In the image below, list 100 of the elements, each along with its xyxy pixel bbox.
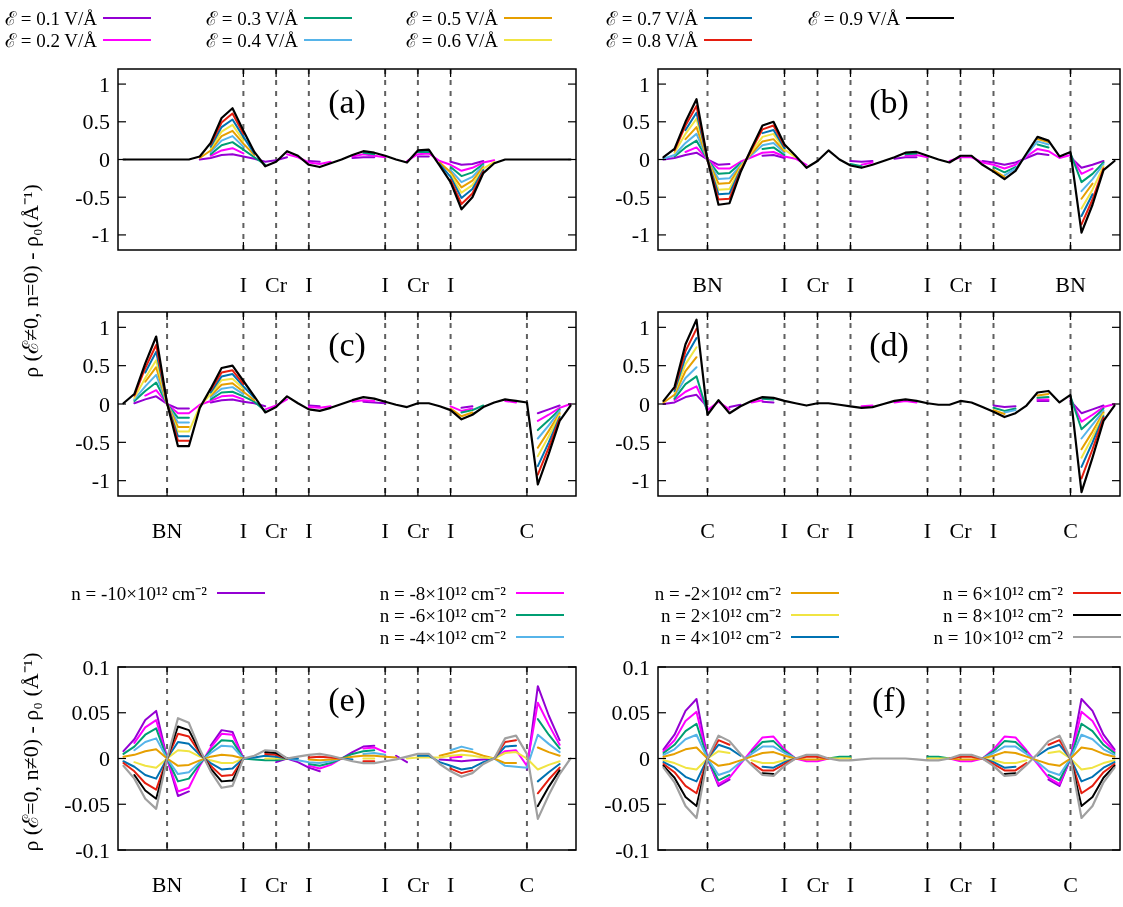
y-tick-label: 0.5 — [622, 353, 650, 379]
y-tick-label: 0.1 — [82, 654, 110, 680]
x-tick-label: Cr — [949, 271, 973, 297]
x-tick-label: I — [239, 517, 248, 543]
x-tick-label: I — [381, 271, 389, 297]
y-tick-label: 0.05 — [71, 700, 110, 726]
y-tick-label: 0 — [639, 746, 650, 771]
y-tick-label: -0.5 — [615, 429, 650, 455]
x-tick-label: I — [846, 871, 855, 897]
y-tick-label: -0.1 — [75, 837, 110, 863]
x-tick-label: Cr — [949, 517, 973, 543]
x-tick-label: I — [446, 517, 455, 543]
x-tick-label: I — [381, 517, 389, 543]
y-axis-title: ρ (ℰ≠0, n=0) - ρ₀(Å⁻¹) — [17, 184, 43, 378]
legend-label: n = 4×10¹² cm⁻² — [661, 626, 782, 648]
x-tick-label: C — [1063, 517, 1078, 543]
x-tick-label: BN — [151, 871, 183, 897]
y-tick-label: 0 — [99, 391, 110, 417]
x-tick-label: I — [239, 271, 248, 297]
x-tick-label: BN — [692, 271, 723, 297]
x-tick-label: I — [780, 517, 789, 543]
x-tick-label: I — [989, 517, 998, 543]
line-series — [122, 717, 572, 820]
y-tick-label: -1 — [631, 468, 650, 494]
legend-label: n = -8×10¹² cm⁻² — [379, 582, 507, 604]
chart-title: (a) — [328, 82, 366, 121]
x-tick-label: Cr — [265, 517, 288, 543]
x-tick-label: C — [700, 871, 715, 897]
y-tick-label: 0 — [99, 147, 110, 172]
y-tick-label: -0.05 — [604, 791, 650, 817]
x-tick-label: I — [446, 871, 455, 897]
x-tick-label: I — [846, 517, 855, 543]
legend-label: ℰ = 0.7 V/Å — [606, 7, 699, 29]
x-tick-label: Cr — [949, 871, 973, 897]
chart-title: (c) — [328, 325, 366, 364]
x-tick-label: I — [780, 271, 789, 297]
chart-title: (f) — [872, 680, 906, 719]
legend-label: ℰ = 0.2 V/Å — [5, 29, 98, 51]
x-tick-label: C — [1063, 871, 1078, 897]
y-tick-label: 1 — [99, 71, 110, 97]
legend-label: n = 6×10¹² cm⁻² — [943, 582, 1064, 604]
x-tick-label: Cr — [806, 271, 830, 297]
x-tick-label: I — [780, 871, 789, 897]
x-tick-label: I — [305, 271, 313, 297]
x-tick-label: I — [989, 271, 998, 297]
y-axis-title: ρ (ℰ=0, n≠0) - ρ₀ (Å⁻¹) — [17, 652, 43, 852]
x-tick-label: Cr — [406, 271, 430, 297]
y-tick-label: 1 — [99, 314, 110, 340]
x-tick-label: BN — [151, 517, 183, 543]
x-tick-label: I — [381, 871, 389, 897]
legend-label: n = 8×10¹² cm⁻² — [943, 604, 1064, 626]
y-tick-label: -0.5 — [75, 429, 110, 455]
y-tick-label: 0 — [639, 391, 650, 417]
legend-label: n = 10×10¹² cm⁻² — [933, 626, 1064, 648]
x-tick-label: Cr — [406, 517, 430, 543]
legend-label: ℰ = 0.8 V/Å — [606, 29, 699, 51]
x-tick-label: I — [923, 271, 932, 297]
y-tick-label: -0.5 — [75, 184, 110, 210]
legend-label: ℰ = 0.3 V/Å — [206, 7, 299, 29]
x-tick-label: I — [446, 271, 455, 297]
y-tick-label: 0.5 — [82, 109, 110, 135]
x-tick-label: C — [519, 517, 535, 543]
x-tick-label: I — [305, 517, 313, 543]
legend-label: n = -4×10¹² cm⁻² — [379, 626, 507, 648]
x-tick-label: Cr — [265, 271, 288, 297]
y-tick-label: 1 — [639, 71, 650, 97]
legend-label: ℰ = 0.1 V/Å — [5, 7, 98, 29]
y-tick-label: -1 — [91, 222, 110, 248]
legend-label: ℰ = 0.5 V/Å — [406, 7, 499, 29]
y-tick-label: 1 — [639, 314, 650, 340]
line-series — [662, 734, 1116, 820]
x-tick-label: I — [305, 871, 313, 897]
y-tick-label: 0.5 — [82, 353, 110, 379]
y-tick-label: 0 — [639, 147, 650, 172]
y-tick-label: 0.1 — [622, 654, 650, 680]
x-tick-label: Cr — [265, 871, 288, 897]
legend-label: n = -10×10¹² cm⁻² — [71, 582, 208, 604]
y-tick-label: -0.5 — [615, 184, 650, 210]
chart-title: (b) — [869, 82, 909, 121]
x-tick-label: I — [923, 517, 932, 543]
legend-label: n = 2×10¹² cm⁻² — [661, 604, 782, 626]
x-tick-label: C — [519, 871, 535, 897]
legend-label: ℰ = 0.4 V/Å — [206, 29, 299, 51]
y-tick-label: 0.5 — [622, 109, 650, 135]
x-tick-label: I — [923, 871, 932, 897]
y-tick-label: -1 — [91, 468, 110, 494]
x-tick-label: I — [239, 871, 248, 897]
x-tick-label: Cr — [806, 517, 830, 543]
x-tick-label: Cr — [406, 871, 430, 897]
chart-title: (e) — [328, 680, 366, 719]
x-tick-label: Cr — [806, 871, 830, 897]
legend-label: ℰ = 0.9 V/Å — [808, 7, 901, 29]
x-tick-label: I — [989, 871, 998, 897]
y-tick-label: 0 — [99, 746, 110, 771]
legend-label: ℰ = 0.6 V/Å — [406, 29, 499, 51]
y-tick-label: -0.1 — [615, 837, 650, 863]
x-tick-label: BN — [1055, 271, 1086, 297]
legend-label: n = -2×10¹² cm⁻² — [654, 582, 782, 604]
y-tick-label: -1 — [631, 222, 650, 248]
legend-label: n = -6×10¹² cm⁻² — [379, 604, 507, 626]
